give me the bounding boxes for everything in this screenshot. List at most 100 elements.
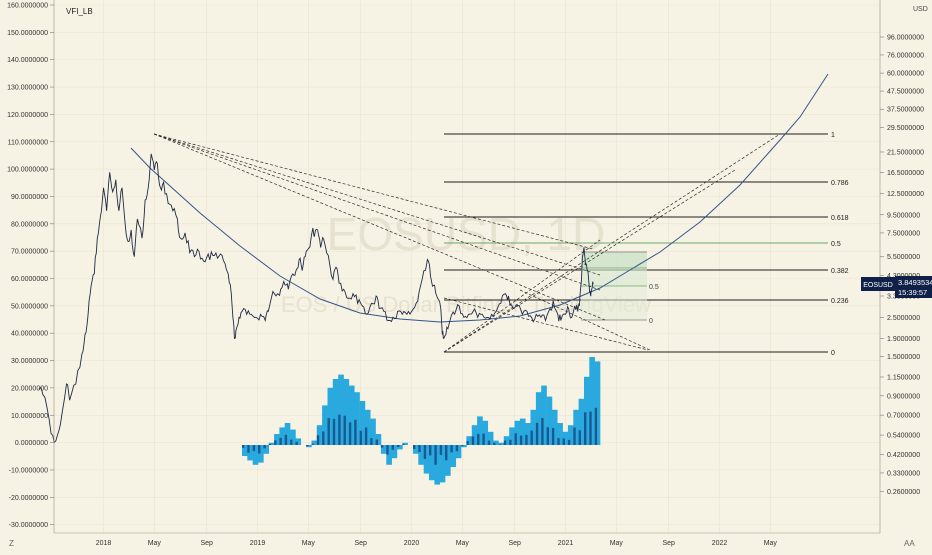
vfi-bar-dark: [455, 445, 459, 452]
last-price-label: EOSUSD 3.8493534 15:39:57: [861, 276, 932, 298]
vfi-bar: [557, 423, 563, 445]
vfi-bar: [359, 401, 366, 445]
right-axis-tick-label: 29.5000000: [887, 125, 924, 132]
vfi-bar: [493, 440, 499, 445]
right-axis-tick-label: 0.5400000: [887, 433, 920, 440]
vfi-bar: [290, 429, 296, 445]
vfi-bar-dark: [359, 430, 362, 445]
vfi-bar: [445, 445, 451, 476]
right-axis-tick-label: 60.0000000: [887, 71, 924, 78]
vfi-bar-dark: [311, 443, 314, 445]
vfi-bar: [541, 385, 547, 445]
log-scale-button[interactable]: AA: [904, 539, 915, 548]
left-axis-tick-label: 90.0000000: [11, 194, 48, 201]
vfi-bar: [455, 445, 462, 459]
vfi-bar-dark: [295, 441, 298, 445]
vfi-bar: [530, 409, 537, 445]
vfi-bar: [343, 379, 350, 445]
time-axis-tick-label: May: [764, 540, 778, 547]
vfi-bar-dark: [322, 431, 325, 445]
fib-zone-label: 0: [649, 318, 653, 325]
left-axis[interactable]: 160.0000000 150.0000000 140.0000000 130.000…: [7, 0, 55, 533]
vfi-bar-dark: [247, 445, 250, 453]
time-axis[interactable]: 2018 May Sep 2019 May Sep 2020 May Sep 2021 May Sep…: [54, 532, 880, 547]
left-axis-tick-label: -30.0000000: [9, 522, 48, 529]
vfi-bar: [268, 442, 275, 445]
fib-level-label: 0.5: [831, 241, 841, 248]
indicator-label: VFI_LB: [66, 7, 93, 16]
right-axis-tick-label: 16.5000000: [887, 170, 924, 177]
vfi-bar: [562, 431, 569, 445]
vfi-bar: [477, 416, 483, 445]
vfi-bar-dark: [380, 445, 384, 448]
vfi-bar-dark: [306, 445, 309, 447]
right-axis-tick-label: 1.1500000: [887, 375, 920, 382]
vfi-bar: [439, 445, 446, 483]
vfi-bar: [332, 379, 339, 445]
vfi-bar-dark: [290, 439, 293, 445]
vfi-bar-dark: [562, 438, 565, 445]
vfi-bar-dark: [535, 422, 539, 445]
right-axis-tick-label: 1.9000000: [887, 336, 920, 343]
vfi-bar-dark: [402, 444, 405, 445]
vfi-bar: [584, 376, 590, 445]
vfi-bar-dark: [530, 430, 533, 445]
left-axis-tick-label: 110.0000000: [8, 139, 48, 146]
time-axis-tick-label: 2019: [250, 540, 266, 547]
vfi-bar: [295, 438, 302, 445]
vfi-bar: [519, 418, 526, 445]
vfi-bar: [354, 392, 360, 445]
time-axis-tick-label: May: [148, 540, 162, 547]
time-axis-tick-label: May: [456, 540, 470, 547]
vfi-bar-dark: [445, 445, 448, 461]
vfi-bar-dark: [327, 418, 330, 445]
right-axis-tick-label: 76.0000000: [887, 52, 924, 59]
dashed-trend-line: [443, 239, 601, 353]
vfi-bar-dark: [418, 445, 421, 453]
vfi-bar: [567, 425, 574, 445]
right-axis-tick-label: 5.5000000: [887, 254, 920, 261]
price-label-value-bg: [895, 276, 932, 298]
vfi-bar-dark: [509, 439, 512, 445]
vfi-bar: [306, 445, 312, 448]
time-axis-tick-label: May: [610, 540, 624, 547]
dashed-trend-line: [443, 133, 781, 353]
vfi-bar-dark: [364, 427, 368, 445]
vfi-bar: [391, 445, 398, 459]
price-line: [38, 153, 594, 444]
fib-level-label: 0.236: [831, 298, 849, 305]
vfi-bar-dark: [332, 418, 336, 445]
vfi-bar-dark: [567, 439, 571, 445]
right-axis-tick-label: 0.4200000: [887, 452, 920, 459]
vfi-bar: [594, 361, 601, 445]
left-axis-tick-label: 150.0000000: [7, 30, 48, 37]
vfi-bar-dark: [284, 434, 288, 445]
time-axis-tick-label: May: [302, 540, 316, 547]
vfi-bar: [284, 423, 291, 445]
left-axis-tick-label: 20.0000000: [11, 385, 48, 392]
vfi-bar: [263, 445, 270, 454]
vfi-bar-dark: [493, 442, 496, 445]
vfi-bar: [311, 440, 318, 445]
vfi-bar: [316, 425, 323, 445]
vfi-bar-dark: [252, 445, 256, 452]
timezone-z-button[interactable]: Z: [9, 539, 14, 548]
fib-level-label: 1: [831, 132, 835, 139]
left-axis-tick-label: 40.0000000: [11, 331, 48, 338]
right-axis-unit: USD: [913, 6, 928, 13]
vfi-bar: [578, 398, 585, 445]
vfi-bar-dark: [450, 445, 453, 453]
right-axis-tick-label: 37.5000000: [887, 107, 924, 114]
vfi-bar-dark: [498, 444, 501, 445]
vfi-bar: [503, 436, 510, 445]
vfi-bar: [348, 385, 355, 445]
fib-zone-mid: [581, 268, 647, 286]
vfi-bar-dark: [274, 440, 277, 445]
left-axis-tick-label: 130.0000000: [7, 85, 48, 92]
vfi-bar-dark: [466, 441, 469, 445]
vfi-bar: [535, 392, 542, 445]
dashed-trend-line: [153, 133, 601, 276]
vfi-bar: [546, 396, 553, 445]
